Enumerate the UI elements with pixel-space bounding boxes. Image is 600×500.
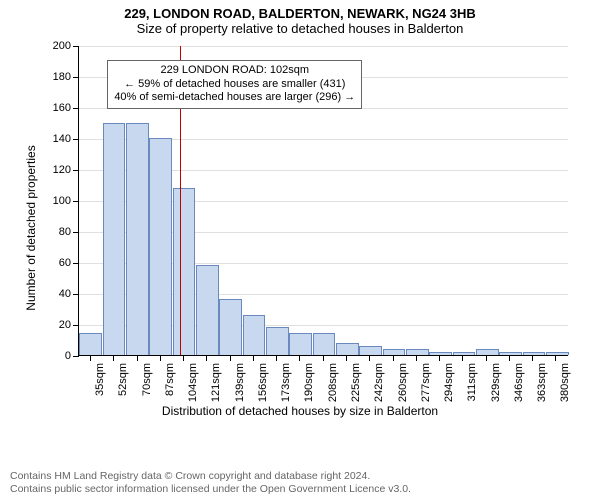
x-tick [90,355,91,361]
x-tick [532,355,533,361]
x-tick [113,355,114,361]
x-tick [160,355,161,361]
x-tick [299,355,300,361]
chart-area: Number of detached properties 0204060801… [20,38,580,418]
histogram-bar [476,349,498,355]
x-tick-label: 311sqm [466,363,478,401]
x-tick-label: 121sqm [210,363,222,402]
histogram-bar [266,327,288,355]
y-tick-label: 60 [59,257,71,269]
x-tick [486,355,487,361]
annotation-line-1: 229 LONDON ROAD: 102sqm [114,64,355,78]
y-axis-label: Number of detached properties [24,145,38,310]
x-tick-label: 139sqm [234,363,246,402]
x-tick [346,355,347,361]
x-tick [462,355,463,361]
x-tick [416,355,417,361]
histogram-bar [79,333,101,355]
y-tick-label: 100 [53,195,71,207]
x-tick-label: 294sqm [443,363,455,402]
x-tick [509,355,510,361]
annotation-line-2: ← 59% of detached houses are smaller (43… [114,78,355,92]
x-tick-label: 225sqm [350,363,362,402]
attribution-text: Contains HM Land Registry data © Crown c… [10,470,590,496]
histogram-bar [173,188,195,355]
histogram-bar [453,352,475,355]
y-tick-label: 80 [59,226,71,238]
title-subtitle: Size of property relative to detached ho… [10,21,590,36]
y-tick-label: 0 [65,350,71,362]
y-tick-label: 20 [59,319,71,331]
y-tick-label: 200 [53,40,71,52]
x-tick-label: 70sqm [141,363,153,396]
x-tick-label: 156sqm [257,363,269,402]
histogram-bar [243,315,265,355]
histogram-bar [149,138,171,355]
histogram-bar [429,352,451,355]
attribution-line-2: Contains public sector information licen… [10,483,411,495]
x-tick [276,355,277,361]
histogram-bar [196,265,218,355]
x-tick-label: 329sqm [490,363,502,402]
histogram-bar [103,123,125,356]
histogram-bar [219,299,241,355]
x-tick [555,355,556,361]
histogram-bar [383,349,405,355]
y-tick-label: 160 [53,102,71,114]
x-tick-label: 277sqm [420,363,432,402]
annotation-line-3: 40% of semi-detached houses are larger (… [114,91,355,105]
y-tick [73,356,79,357]
x-tick-label: 104sqm [187,363,199,402]
histogram-bar [406,349,428,355]
page-root: 229, LONDON ROAD, BALDERTON, NEWARK, NG2… [0,0,600,500]
title-address: 229, LONDON ROAD, BALDERTON, NEWARK, NG2… [10,6,590,21]
x-tick-label: 173sqm [280,363,292,402]
x-tick-label: 87sqm [164,363,176,396]
y-tick-label: 120 [53,164,71,176]
x-axis-label: Distribution of detached houses by size … [20,404,580,418]
x-tick-label: 35sqm [94,363,106,396]
histogram-bar [336,343,358,355]
histogram-bar [359,346,381,355]
histogram-bar [289,333,311,355]
plot-region: 02040608010012014016018020035sqm52sqm70s… [78,46,568,356]
x-tick-label: 242sqm [373,363,385,402]
x-tick-label: 380sqm [559,363,571,402]
x-tick [369,355,370,361]
x-tick [439,355,440,361]
x-tick [393,355,394,361]
x-tick-label: 363sqm [536,363,548,402]
x-tick-label: 346sqm [513,363,525,402]
x-tick [230,355,231,361]
histogram-bar [499,352,521,355]
x-tick-label: 260sqm [397,363,409,402]
x-tick-label: 190sqm [303,363,315,402]
x-tick [323,355,324,361]
y-tick-label: 140 [53,133,71,145]
x-tick [206,355,207,361]
y-tick-label: 180 [53,71,71,83]
x-tick [253,355,254,361]
x-tick [183,355,184,361]
annotation-box: 229 LONDON ROAD: 102sqm← 59% of detached… [107,60,362,109]
histogram-bar [546,352,568,355]
histogram-bar [313,333,335,355]
x-tick [137,355,138,361]
histogram-bar [126,123,148,356]
x-tick-label: 52sqm [117,363,129,396]
attribution-line-1: Contains HM Land Registry data © Crown c… [10,470,370,482]
histogram-bar [523,352,545,355]
x-tick-label: 208sqm [327,363,339,402]
y-tick-label: 40 [59,288,71,300]
